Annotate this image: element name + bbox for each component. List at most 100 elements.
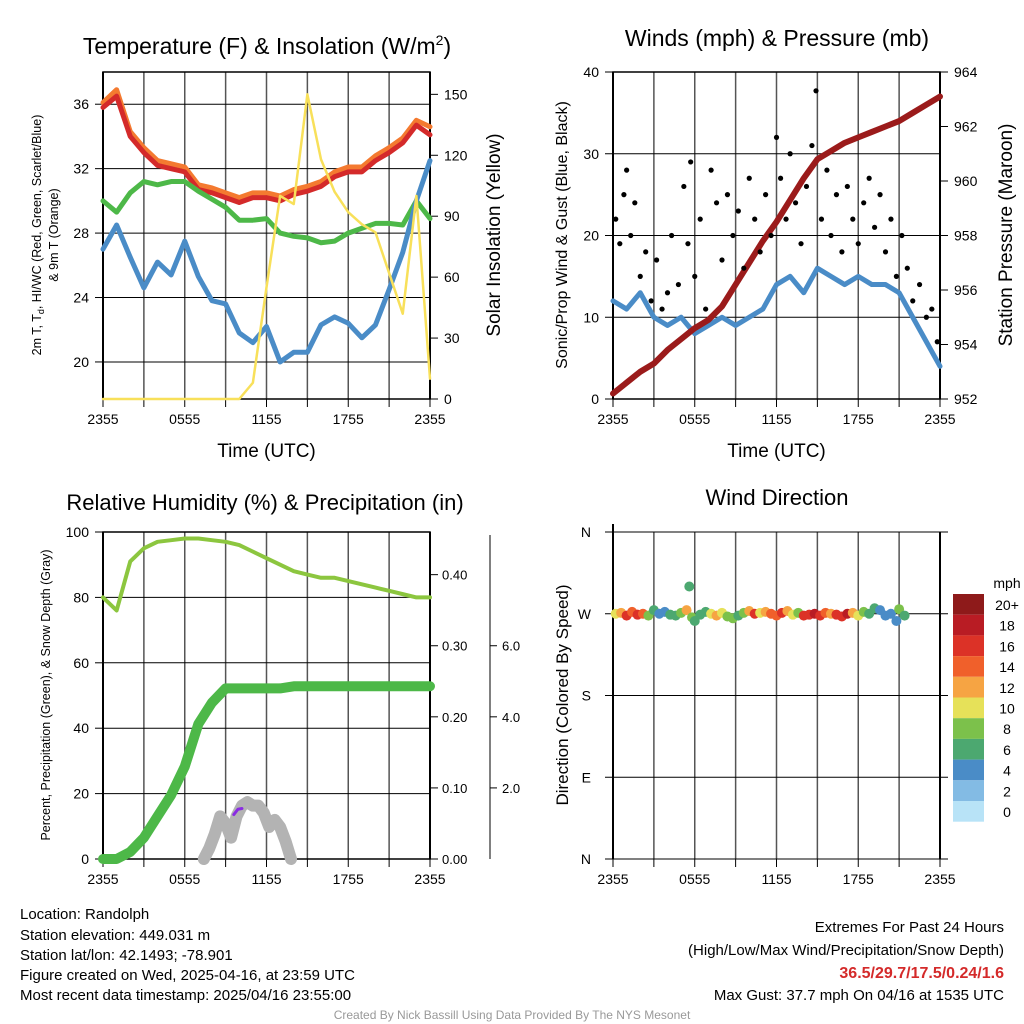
gust-point (916, 281, 923, 288)
location-text: Location: Randolph (20, 906, 150, 923)
legend-label: 16 (999, 638, 1015, 654)
y-tick-label: 36 (73, 96, 89, 112)
gust-point (773, 134, 780, 140)
gust-point (872, 224, 878, 230)
legend-label: 20+ (995, 597, 1019, 613)
max-gust-text: Max Gust: 37.7 mph On 04/16 at 1535 UTC (713, 987, 1004, 1004)
y2-tick-label: 30 (444, 330, 460, 346)
gust-point (697, 216, 703, 222)
series-9m-t (100, 87, 433, 201)
gust-point (617, 241, 623, 247)
gust-point (839, 249, 845, 255)
gust-point (904, 265, 910, 271)
x-tick-label: 1755 (333, 871, 364, 887)
legend-label: 2 (1003, 783, 1011, 799)
x-tick-label: 2355 (597, 871, 628, 887)
gust-point (828, 232, 834, 239)
legend-label: 10 (999, 701, 1015, 717)
gust-point (659, 306, 665, 312)
y-tick-label: E (582, 769, 591, 785)
wind-direction-point (684, 581, 695, 592)
panel-2: 2355 0555 1155 1755 2355 Time (UTC) 0 10 20 30 40 9… (554, 25, 1017, 462)
x-axis-label: Time (UTC) (727, 441, 826, 462)
legend-swatch (953, 718, 984, 739)
credit-text: Created By Nick Bassill Using Data Provi… (333, 1008, 691, 1022)
created-text: Figure created on Wed, 2025-04-16, at 23… (20, 967, 355, 984)
y2-tick-label: 90 (444, 208, 460, 224)
gust-point (763, 192, 769, 198)
legend-label: 4 (1003, 763, 1011, 779)
wind-direction-point (885, 608, 896, 619)
series-precipitation (98, 681, 435, 864)
gust-point (792, 200, 799, 206)
y-tick-label: 32 (73, 161, 89, 177)
y2-tick-label: 954 (954, 337, 978, 353)
y-tick-label: 60 (73, 655, 89, 671)
gust-point (866, 175, 872, 181)
gust-point (685, 241, 691, 247)
y2-axis-label: Station Pressure (Maroon) (996, 124, 1017, 347)
x-tick-label: 1755 (333, 411, 364, 427)
gust-point (724, 192, 731, 198)
gust-point (719, 257, 725, 263)
y-axis-label-line2: & 9m T (Orange) (47, 188, 61, 281)
gust-point (844, 183, 850, 190)
gust-point (752, 216, 758, 222)
y2-tick-label: 0.10 (442, 781, 467, 796)
gust-point (768, 232, 774, 239)
gust-point (882, 249, 889, 255)
gust-point (746, 175, 752, 181)
gust-point (668, 232, 675, 239)
x-tick-label: 1155 (251, 411, 281, 427)
y-tick-label: 100 (66, 524, 90, 540)
series-insolation (101, 93, 432, 401)
y2-tick-label: 0.30 (442, 639, 467, 654)
legend-swatch (953, 656, 984, 677)
legend-swatch (953, 614, 984, 636)
x-tick-label: 2355 (414, 871, 445, 887)
legend-swatch (953, 676, 984, 698)
gust-point (613, 216, 619, 222)
legend-swatch (953, 738, 984, 760)
gust-point (833, 192, 840, 198)
gust-point (809, 142, 815, 149)
gust-point (824, 167, 830, 173)
legend-label: 0 (1003, 804, 1011, 820)
gust-point (681, 183, 687, 190)
x-tick-label: 2355 (597, 411, 628, 427)
gust-point (877, 192, 883, 198)
x-tick-label: 1155 (761, 411, 791, 427)
y-tick-label: 0 (591, 391, 599, 407)
legend-swatch (953, 780, 984, 801)
extremes-title: Extremes For Past 24 Hours (814, 919, 1004, 936)
x-tick-label: 2355 (87, 411, 118, 427)
gust-point (850, 216, 856, 222)
series-snow-depth-recent- (232, 807, 244, 817)
gust-point (735, 208, 741, 214)
x-tick-label: 2355 (414, 411, 445, 427)
gust-point (861, 200, 867, 206)
y-tick-label: N (581, 524, 591, 540)
y2-tick-label: 958 (954, 228, 978, 244)
panel-4: 2355 0555 1155 1755 2355 N W S E N Wind Direction D… (553, 485, 1021, 887)
gust-point (888, 216, 894, 222)
wind-direction-point (899, 610, 910, 621)
gust-point (703, 306, 709, 312)
latlon-text: Station lat/lon: 42.1493; -78.901 (20, 947, 233, 964)
legend-label: 14 (999, 659, 1015, 675)
y2-tick-label: 0.00 (442, 852, 467, 867)
series-snow-depth (197, 796, 298, 865)
y2-tick-label: 962 (954, 119, 978, 135)
legend-label: 18 (999, 618, 1015, 634)
gust-point (637, 273, 643, 279)
gust-point (910, 298, 916, 304)
x-tick-label: 1755 (843, 871, 874, 887)
x-tick-label: 1155 (761, 871, 791, 887)
plot-frame (102, 71, 431, 400)
legend-label: 12 (999, 680, 1015, 696)
gust-point (675, 281, 682, 288)
y-tick-label: 28 (73, 225, 89, 241)
gust-point (621, 192, 627, 198)
gust-point (899, 232, 905, 239)
